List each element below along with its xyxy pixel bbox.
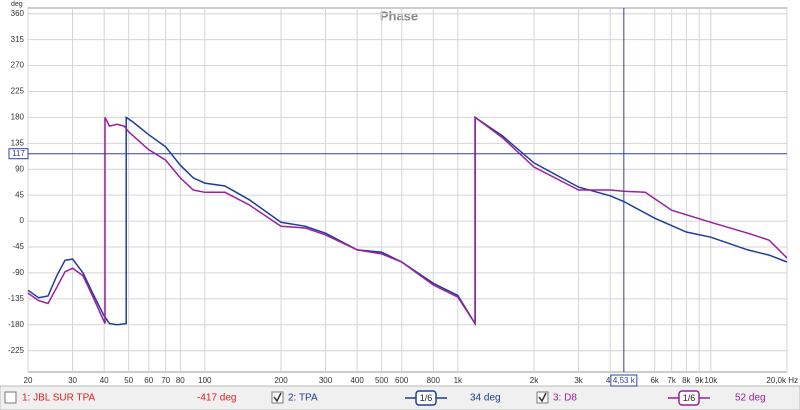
y-tick-label: 270 [11, 61, 25, 70]
legend-label: 2: TPA [288, 393, 318, 404]
cursor-y-box [8, 148, 29, 160]
y-tick-label: -135 [8, 294, 25, 303]
y-tick-label: 180 [11, 113, 25, 122]
x-tick-label: 400 [350, 376, 364, 385]
y-tick-label: 225 [11, 87, 25, 96]
legend-label: 1: JBL SUR TPA [22, 393, 96, 404]
checkbox[interactable] [271, 391, 284, 404]
series-line [27, 115, 788, 327]
y-tick-label: 135 [11, 138, 25, 147]
x-tick-label: 70 [161, 376, 170, 385]
cursor-y-label: 117 [12, 149, 25, 158]
x-tick-label: 8k [682, 376, 691, 385]
x-tick-label: 10k [704, 376, 718, 385]
x-tick-label: 40 [100, 376, 109, 385]
smoothing-label: 1/6 [420, 393, 433, 403]
x-tick-label: 30 [68, 376, 77, 385]
x-tick-label: 6k [650, 376, 659, 385]
chart-title: Phase [380, 8, 418, 23]
y-tick-label: -225 [8, 346, 25, 355]
checkmark [538, 392, 547, 403]
y-tick-label: 360 [11, 9, 25, 18]
y-tick-label: 0 [20, 216, 25, 225]
legend-bar [0, 385, 800, 410]
y-axis-label: deg [11, 1, 23, 8]
x-tick-label: 100 [198, 376, 212, 385]
x-tick-label: 600 [395, 376, 409, 385]
legend-label: 3: D8 [553, 393, 577, 404]
x-tick-label: 300 [319, 376, 333, 385]
y-tick-label: -180 [8, 320, 25, 329]
plot-area [27, 7, 788, 373]
legend-readout: 52 deg [735, 393, 766, 404]
smoothing-icon[interactable] [415, 390, 437, 406]
y-tick-label: 90 [15, 164, 24, 173]
cursor-x-box [610, 374, 638, 387]
cursor-x-label: 4,53 k [613, 376, 636, 385]
x-tick-label: 60 [144, 376, 153, 385]
x-tick-label: 800 [427, 376, 441, 385]
x-tick-label: 3k [574, 376, 583, 385]
y-tick-label: -90 [12, 268, 24, 277]
y-tick-label: -45 [12, 242, 24, 251]
x-tick-label: 500 [375, 376, 389, 385]
x-tick-label: 2k [530, 376, 539, 385]
x-tick-label: 20 [24, 376, 33, 385]
series-line [27, 115, 788, 327]
smoothing-label: 1/6 [683, 393, 696, 403]
x-tick-label: 1k [454, 376, 463, 385]
checkbox[interactable] [536, 391, 549, 404]
y-tick-label: 45 [15, 190, 24, 199]
x-tick-label: 20,0k Hz [766, 376, 798, 385]
x-tick-label: 200 [274, 376, 288, 385]
checkmark [273, 392, 282, 403]
x-tick-label: 9k [695, 376, 704, 385]
x-tick-label: 50 [124, 376, 133, 385]
legend-readout: 34 deg [470, 393, 501, 404]
y-tick-label: 315 [11, 35, 25, 44]
legend-readout: -417 deg [197, 393, 236, 404]
smoothing-icon[interactable] [678, 390, 700, 406]
x-tick-label: 80 [176, 376, 185, 385]
x-tick-label: 7k [667, 376, 676, 385]
checkbox[interactable] [4, 391, 17, 404]
